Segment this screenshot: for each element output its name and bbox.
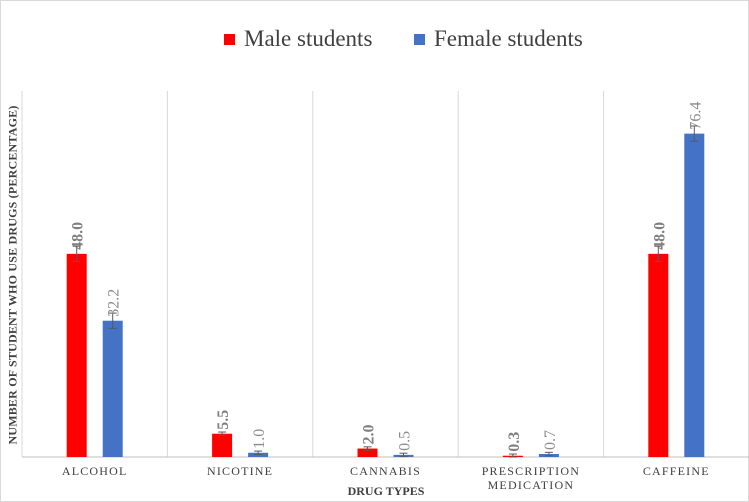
category-label: PRESCRIPTION	[482, 464, 580, 478]
category-label: CANNABIS	[350, 464, 421, 478]
data-label-male: 2.0	[361, 425, 378, 445]
x-axis-label: DRUG TYPES	[347, 484, 425, 498]
data-label-female: 0.7	[542, 430, 559, 450]
category-label: ALCOHOL	[62, 464, 128, 478]
data-label-male: 48.0	[651, 222, 668, 250]
category-label: NICOTINE	[207, 464, 273, 478]
legend-item-female: Female students	[414, 26, 583, 52]
legend-item-male: Male students	[224, 26, 372, 52]
bar-male	[212, 433, 233, 457]
bar-male	[648, 253, 669, 457]
legend: Male students Female students	[0, 26, 749, 56]
legend-label-female: Female students	[434, 26, 583, 51]
legend-swatch-male	[224, 33, 235, 45]
data-label-female: 76.4	[687, 102, 704, 130]
category-label: CAFFEINE	[643, 464, 710, 478]
bar-female	[684, 133, 705, 457]
data-label-male: 5.5	[215, 410, 232, 430]
legend-label-male: Male students	[244, 26, 373, 51]
data-label-female: 0.5	[397, 431, 414, 451]
category-label: MEDICATION	[488, 478, 575, 492]
bar-male	[357, 448, 378, 457]
data-label-male: 0.3	[506, 432, 523, 452]
bar-female	[102, 320, 123, 457]
data-label-female: 1.0	[251, 429, 268, 449]
data-label-male: 48.0	[70, 222, 87, 250]
data-label-female: 32.2	[106, 289, 123, 317]
legend-swatch-female	[414, 33, 425, 45]
bar-male	[66, 253, 87, 457]
